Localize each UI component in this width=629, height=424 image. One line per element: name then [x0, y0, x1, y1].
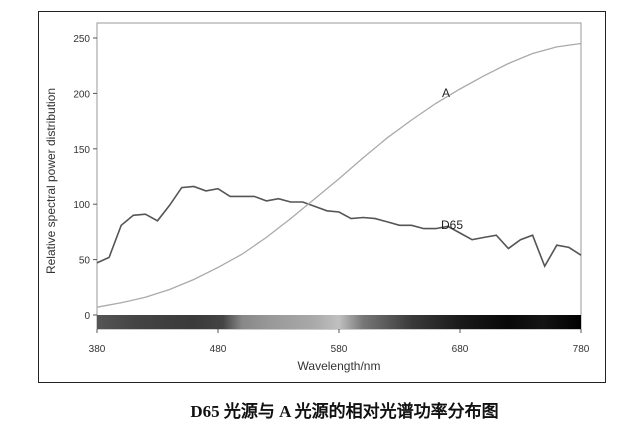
- series-line-a: [96, 42, 582, 308]
- y-tick-label: 200: [73, 89, 90, 100]
- x-tick-label: 680: [452, 344, 469, 355]
- x-axis-label: Wavelength/nm: [298, 359, 381, 373]
- figure-frame: [38, 11, 606, 383]
- series-label-d65: D65: [441, 218, 463, 232]
- spectrum-colorbar: [97, 315, 581, 329]
- plot-area: [96, 22, 582, 330]
- y-tick-label: 50: [79, 256, 91, 267]
- y-tick-label: 0: [84, 311, 90, 322]
- series-label-a: A: [442, 86, 450, 100]
- x-tick-label: 580: [331, 344, 348, 355]
- x-tick-label: 480: [210, 344, 227, 355]
- x-tick-label: 380: [89, 344, 106, 355]
- y-tick-label: 100: [73, 200, 90, 211]
- y-axis-label: Relative spectral power distribution: [44, 88, 58, 274]
- y-tick-label: 150: [73, 145, 90, 156]
- x-tick-label: 780: [573, 344, 590, 355]
- y-tick-label: 250: [73, 34, 90, 45]
- figure-caption: D65 光源与 A 光源的相对光谱功率分布图: [190, 402, 499, 421]
- series-line-d65: [96, 185, 582, 269]
